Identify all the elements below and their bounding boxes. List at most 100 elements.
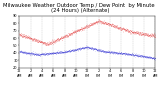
Point: [29, 38, 32, 39]
Point: [64, 51, 66, 53]
Point: [72, 32, 74, 33]
Point: [152, 33, 155, 34]
Point: [90, 22, 93, 23]
Point: [138, 56, 140, 57]
Point: [101, 20, 104, 22]
Point: [69, 33, 71, 35]
Point: [140, 34, 142, 35]
Point: [40, 53, 43, 54]
Point: [51, 53, 54, 54]
Point: [32, 40, 35, 41]
Point: [41, 43, 43, 44]
Point: [152, 36, 154, 37]
Point: [112, 52, 115, 53]
Point: [37, 41, 40, 42]
Point: [78, 49, 80, 50]
Point: [101, 51, 104, 52]
Point: [108, 24, 110, 26]
Point: [150, 36, 153, 38]
Point: [86, 46, 88, 47]
Point: [78, 30, 80, 31]
Point: [89, 24, 92, 26]
Point: [87, 24, 89, 25]
Point: [111, 24, 114, 25]
Point: [112, 51, 114, 53]
Point: [94, 50, 96, 51]
Point: [36, 40, 39, 42]
Point: [126, 54, 128, 55]
Point: [62, 52, 65, 53]
Point: [137, 32, 140, 34]
Point: [21, 36, 24, 37]
Point: [150, 35, 152, 36]
Point: [26, 36, 29, 37]
Point: [75, 49, 78, 50]
Point: [34, 54, 37, 55]
Point: [27, 52, 30, 54]
Point: [128, 33, 131, 35]
Point: [64, 51, 67, 53]
Point: [135, 55, 137, 56]
Point: [141, 33, 144, 34]
Point: [127, 53, 129, 55]
Point: [55, 39, 57, 41]
Point: [65, 36, 68, 38]
Point: [60, 38, 62, 39]
Point: [29, 37, 32, 38]
Point: [67, 50, 70, 52]
Point: [111, 23, 114, 25]
Point: [100, 22, 102, 23]
Point: [59, 38, 61, 40]
Point: [84, 46, 87, 47]
Point: [35, 52, 37, 53]
Point: [51, 51, 53, 53]
Point: [86, 27, 88, 28]
Point: [153, 36, 156, 37]
Point: [77, 28, 80, 29]
Point: [30, 52, 33, 54]
Point: [50, 42, 53, 43]
Point: [56, 52, 58, 53]
Point: [74, 30, 76, 31]
Point: [72, 50, 75, 51]
Point: [85, 24, 88, 25]
Point: [147, 34, 150, 35]
Point: [149, 34, 152, 35]
Point: [109, 23, 111, 25]
Point: [118, 28, 120, 29]
Point: [75, 32, 77, 33]
Point: [61, 51, 64, 52]
Point: [83, 27, 85, 28]
Point: [112, 25, 114, 26]
Point: [139, 32, 141, 33]
Point: [121, 52, 124, 54]
Point: [92, 23, 95, 24]
Point: [39, 40, 41, 42]
Point: [71, 49, 74, 50]
Point: [53, 40, 55, 41]
Point: [116, 26, 119, 27]
Point: [61, 36, 64, 37]
Point: [137, 54, 139, 55]
Point: [24, 52, 26, 53]
Point: [40, 40, 42, 42]
Point: [118, 52, 120, 53]
Point: [56, 52, 58, 54]
Point: [69, 51, 72, 52]
Point: [69, 34, 72, 36]
Point: [18, 34, 21, 35]
Point: [48, 44, 50, 45]
Point: [70, 33, 73, 35]
Point: [66, 51, 68, 52]
Point: [57, 38, 59, 39]
Point: [51, 40, 53, 41]
Point: [85, 47, 88, 48]
Point: [136, 32, 139, 34]
Point: [27, 37, 30, 39]
Point: [113, 51, 116, 53]
Point: [120, 28, 123, 30]
Point: [66, 34, 68, 35]
Point: [65, 50, 68, 52]
Point: [148, 55, 151, 56]
Point: [145, 56, 147, 58]
